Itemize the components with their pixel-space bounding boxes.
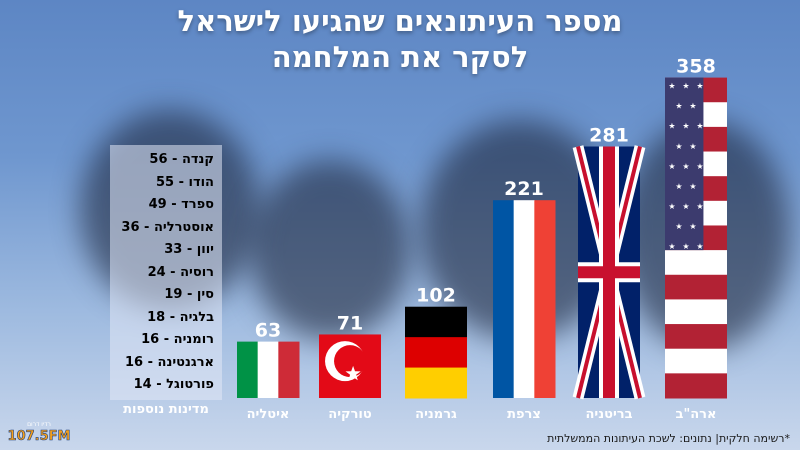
other-countries-panel: קנדה - 56 הודו - 55 ספרד - 49 אוסטרליה - 36… xyxy=(110,145,222,400)
svg-text:★: ★ xyxy=(689,102,696,111)
svg-text:★: ★ xyxy=(689,222,696,231)
bar-italy xyxy=(237,341,300,398)
other-countries-label: מדינות נוספות xyxy=(123,402,209,417)
bar-france xyxy=(493,200,556,398)
svg-text:★: ★ xyxy=(675,142,682,151)
svg-text:★: ★ xyxy=(682,162,689,171)
category-label: איטליה xyxy=(247,407,290,422)
svg-text:★: ★ xyxy=(675,102,682,111)
other-country-item: אוסטרליה - 36 xyxy=(121,219,214,235)
category-label: צרפת xyxy=(507,407,541,422)
svg-text:★: ★ xyxy=(696,82,703,91)
svg-text:★: ★ xyxy=(696,202,703,211)
background-silhouette xyxy=(250,160,410,340)
footnote: *רשימה חלקית| נתונים: לשכת העיתונות הממש… xyxy=(547,432,790,445)
svg-text:★: ★ xyxy=(689,142,696,151)
other-country-item: רומניה - 16 xyxy=(141,332,214,347)
category-label: טורקיה xyxy=(328,407,372,422)
other-country-item: קנדה - 56 xyxy=(149,152,214,167)
category-label: בריטניה xyxy=(585,407,632,422)
category-label: גרמניה xyxy=(415,407,457,422)
other-country-item: ארגנטינה - 16 xyxy=(124,354,214,370)
bar-value-label: 102 xyxy=(416,285,456,307)
other-country-item: בלגיה - 18 xyxy=(147,309,214,325)
radio-logo: רדיו דרום 107.5FM xyxy=(8,421,70,444)
bar-usa: ★ ★ ★ ★ ★ ★ ★ ★ ★ ★ ★ ★ ★ ★ ★ ★ ★ ★ ★ ★ ★ ★ ★ xyxy=(665,77,727,399)
bar-value-label: 63 xyxy=(255,320,281,342)
svg-text:★: ★ xyxy=(668,122,675,131)
other-country-item: פורטוגל - 14 xyxy=(133,377,214,392)
bar-germany xyxy=(405,306,467,399)
chart-title-line-1: מספר העיתונאים שהגיעו לישראל xyxy=(177,4,623,38)
bar-value-label: 221 xyxy=(504,178,544,200)
other-country-item: סין - 19 xyxy=(164,287,214,302)
svg-text:★: ★ xyxy=(668,162,675,171)
svg-text:★: ★ xyxy=(675,222,682,231)
svg-text:★: ★ xyxy=(675,182,682,191)
bar-uk xyxy=(572,145,646,400)
svg-text:★: ★ xyxy=(668,242,675,251)
svg-text:★: ★ xyxy=(682,122,689,131)
bar-value-label: 71 xyxy=(337,312,363,334)
chart-title-line-2: לסקר את המלחמה xyxy=(271,40,529,74)
radio-logo-sub: רדיו דרום xyxy=(27,421,51,428)
other-country-item: ספרד - 49 xyxy=(148,197,214,212)
bar-turkey xyxy=(319,334,381,398)
svg-text:★: ★ xyxy=(668,202,675,211)
radio-logo-text: 107.5FM xyxy=(8,429,70,444)
svg-text:★: ★ xyxy=(689,182,696,191)
other-country-item: הודו - 55 xyxy=(155,174,214,190)
other-country-item: יוון - 33 xyxy=(164,242,214,257)
category-label: ארה"ב xyxy=(676,407,717,422)
svg-text:★: ★ xyxy=(668,82,675,91)
bar-value-label: 358 xyxy=(676,56,716,78)
svg-text:★: ★ xyxy=(696,162,703,171)
svg-text:★: ★ xyxy=(682,242,689,251)
svg-text:★: ★ xyxy=(696,242,703,251)
svg-text:★: ★ xyxy=(682,202,689,211)
other-country-item: רוסיה - 24 xyxy=(147,264,214,280)
svg-text:★: ★ xyxy=(682,82,689,91)
bar-value-label: 281 xyxy=(589,125,629,147)
svg-text:★: ★ xyxy=(696,122,703,131)
